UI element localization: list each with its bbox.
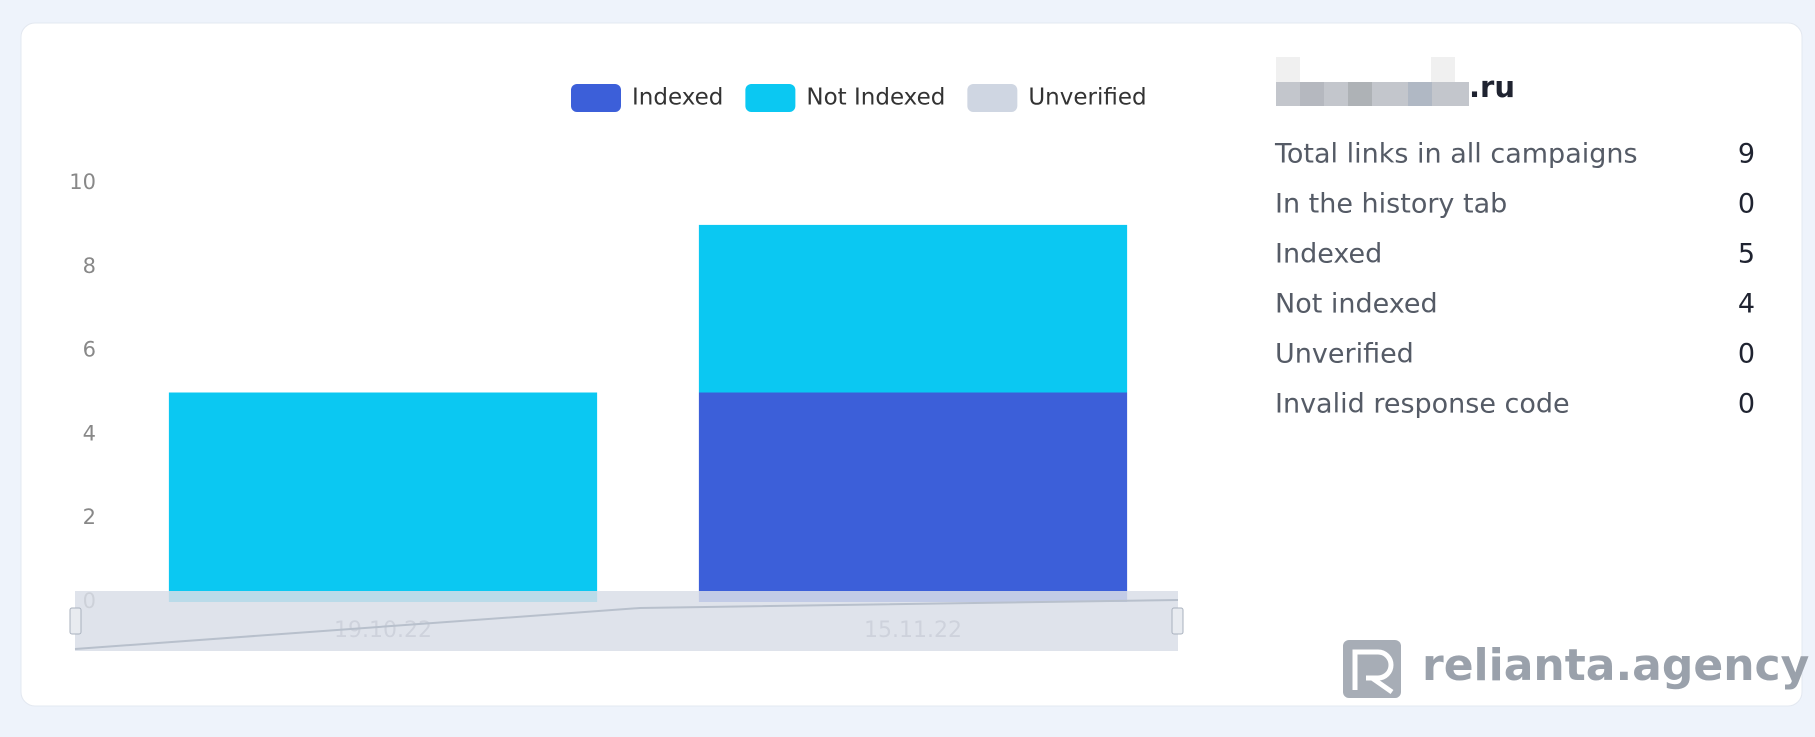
bar-segment (698, 224, 1128, 393)
range-slider (69, 591, 1184, 651)
logo: relianta.agency (1343, 640, 1809, 698)
stat-value: 0 (1738, 339, 1755, 370)
slider-track (75, 591, 1178, 651)
stat-label: In the history tab (1275, 189, 1507, 220)
y-tick-label: 8 (83, 254, 96, 278)
stat-label: Total links in all campaigns (1274, 139, 1638, 170)
slider-preview (74, 599, 1179, 650)
legend-swatch (745, 84, 796, 112)
bar-segment (698, 392, 1128, 602)
y-tick-label: 2 (83, 505, 96, 529)
legend-label: Unverified (1028, 85, 1146, 111)
domain-title: .ru (1469, 70, 1515, 104)
stat-value: 0 (1738, 189, 1755, 220)
bar-segment (168, 392, 598, 602)
stat-value: 5 (1738, 239, 1755, 270)
y-tick-label: 4 (83, 421, 96, 445)
legend-label: Not Indexed (806, 85, 945, 111)
legend-swatch (967, 84, 1018, 112)
stat-label: Not indexed (1275, 289, 1438, 320)
stat-value: 0 (1738, 389, 1755, 420)
y-tick-label: 10 (69, 170, 96, 194)
chart: 024681019.10.2215.11.22IndexedNot Indexe… (69, 84, 1147, 643)
stat-value: 9 (1738, 139, 1755, 170)
legend-label: Indexed (632, 85, 723, 111)
y-tick-label: 6 (83, 338, 96, 362)
logo-text: relianta.agency (1422, 640, 1809, 691)
stat-label: Invalid response code (1275, 389, 1570, 420)
domain-blur (1276, 57, 1469, 106)
stat-label: Indexed (1275, 239, 1382, 270)
slider-handle (1171, 607, 1184, 635)
stat-value: 4 (1738, 289, 1755, 320)
legend-swatch (571, 84, 621, 112)
stats-list: Total links in all campaigns 9 In the hist… (1274, 139, 1755, 420)
stat-label: Unverified (1275, 339, 1414, 370)
slider-handle (69, 607, 82, 635)
